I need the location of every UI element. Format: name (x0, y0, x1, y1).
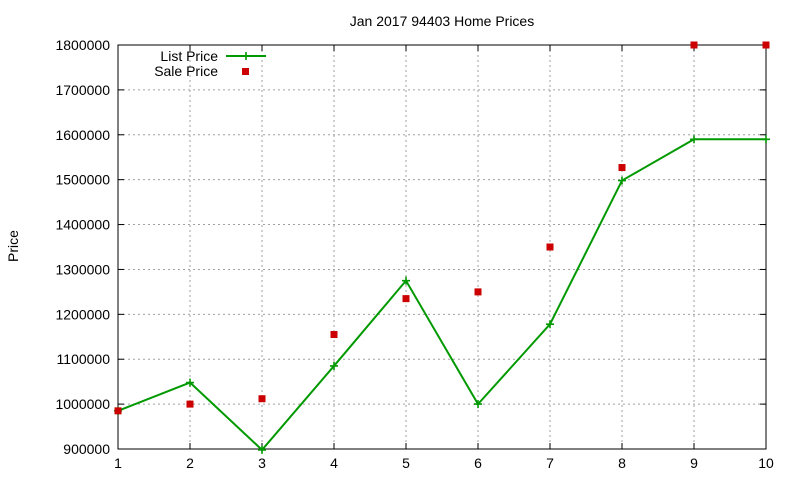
y-tick-label: 1600000 (55, 127, 110, 143)
x-tick-label: 1 (114, 455, 122, 471)
x-tick-label: 3 (258, 455, 266, 471)
y-axis-label: Price (5, 230, 21, 262)
data-point-sale-price (546, 243, 554, 251)
data-point-sale-price (330, 331, 338, 339)
chart-title: Jan 2017 94403 Home Prices (350, 13, 534, 29)
data-point-sale-price (618, 164, 626, 172)
data-point-sale-price (690, 41, 698, 49)
data-point-sale-price (402, 295, 410, 303)
grid-lines (118, 45, 766, 449)
legend-label-sale-price: Sale Price (154, 63, 218, 79)
plot-area-border (117, 44, 767, 450)
data-point-sale-price (474, 288, 482, 296)
data-point-list-price (258, 445, 266, 454)
data-point-list-price (186, 378, 194, 387)
x-tick-label: 5 (402, 455, 410, 471)
y-tick-label: 1800000 (55, 37, 110, 53)
x-tick-label: 9 (690, 455, 698, 471)
legend: List Price Sale Price (154, 48, 266, 79)
data-point-sale-price (186, 400, 194, 408)
data-point-list-price (330, 361, 338, 370)
x-tick-label: 6 (474, 455, 482, 471)
x-tick-label: 4 (330, 455, 338, 471)
y-tick-label: 1300000 (55, 261, 110, 277)
x-tick-label: 8 (618, 455, 626, 471)
data-point-list-price (546, 320, 554, 329)
y-tick-label: 900000 (63, 441, 110, 457)
y-tick-label: 1200000 (55, 306, 110, 322)
series-line-list-price (117, 138, 766, 452)
x-tick-label: 10 (758, 455, 774, 471)
data-point-sale-price (258, 395, 266, 403)
data-point-list-price (474, 400, 482, 409)
data-point-list-price (762, 135, 770, 144)
y-tick-label: 1500000 (55, 172, 110, 188)
axis-ticks (117, 44, 767, 450)
tick-labels: 900000 1000000 1100000 1200000 1300000 140000… (55, 37, 774, 471)
x-tick-label: 2 (186, 455, 194, 471)
legend-marker-sale-price (242, 68, 249, 75)
data-point-list-price (690, 135, 698, 144)
legend-label-list-price: List Price (160, 48, 218, 64)
x-tick-label: 7 (546, 455, 554, 471)
y-tick-label: 1000000 (55, 396, 110, 412)
data-series (114, 41, 770, 454)
legend-marker-list-price (242, 52, 250, 60)
data-point-sale-price (762, 41, 770, 49)
y-tick-label: 1100000 (57, 351, 111, 367)
data-point-list-price (618, 176, 626, 185)
y-tick-label: 1400000 (55, 217, 110, 233)
y-tick-label: 1700000 (55, 82, 110, 98)
data-point-list-price (402, 276, 410, 285)
data-point-sale-price (114, 407, 122, 415)
